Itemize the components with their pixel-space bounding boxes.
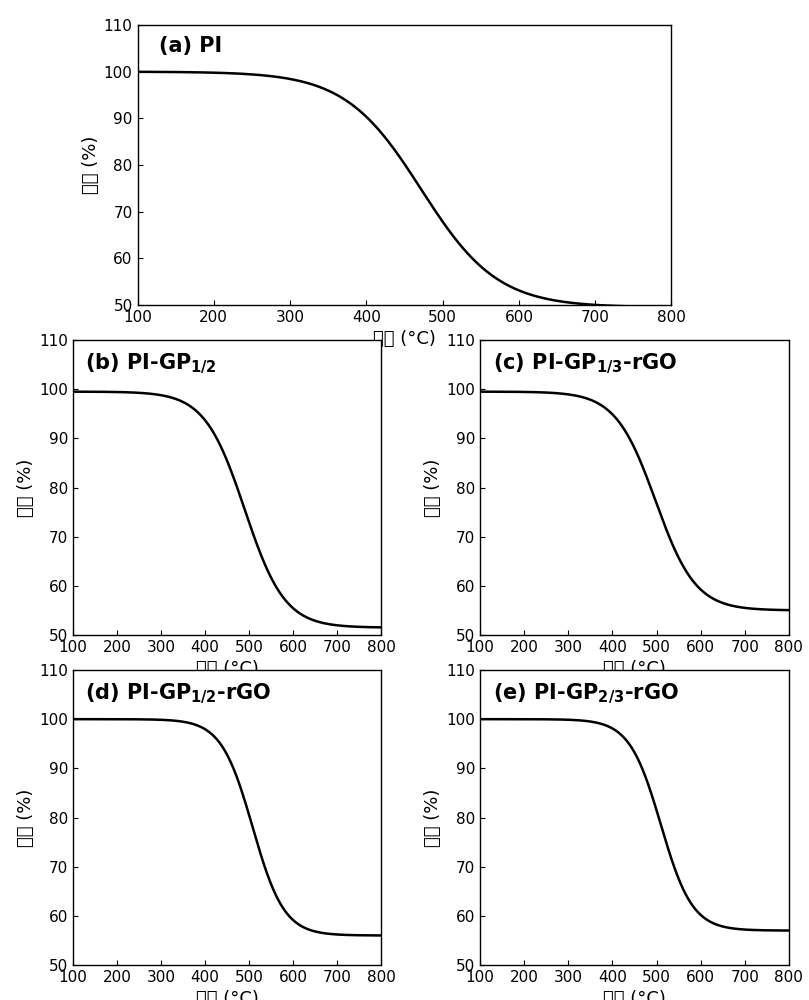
- Text: (d) PI-GP$_{\mathregular{1/2}}$-rGO: (d) PI-GP$_{\mathregular{1/2}}$-rGO: [85, 682, 271, 706]
- Text: (e) PI-GP$_{\mathregular{2/3}}$-rGO: (e) PI-GP$_{\mathregular{2/3}}$-rGO: [493, 682, 679, 706]
- X-axis label: 温度 (°C): 温度 (°C): [373, 330, 436, 348]
- Y-axis label: 质量 (%): 质量 (%): [82, 136, 100, 194]
- X-axis label: 温度 (°C): 温度 (°C): [196, 660, 259, 678]
- Text: (a) PI: (a) PI: [159, 36, 222, 56]
- Text: (b) PI-GP$_{\mathregular{1/2}}$: (b) PI-GP$_{\mathregular{1/2}}$: [85, 352, 217, 376]
- Y-axis label: 质量 (%): 质量 (%): [17, 788, 35, 847]
- Y-axis label: 质量 (%): 质量 (%): [424, 458, 443, 517]
- Y-axis label: 质量 (%): 质量 (%): [17, 458, 35, 517]
- X-axis label: 温度 (°C): 温度 (°C): [196, 990, 259, 1000]
- Text: (c) PI-GP$_{\mathregular{1/3}}$-rGO: (c) PI-GP$_{\mathregular{1/3}}$-rGO: [493, 352, 676, 376]
- Y-axis label: 质量 (%): 质量 (%): [424, 788, 443, 847]
- X-axis label: 温度 (°C): 温度 (°C): [603, 660, 666, 678]
- X-axis label: 温度 (°C): 温度 (°C): [603, 990, 666, 1000]
